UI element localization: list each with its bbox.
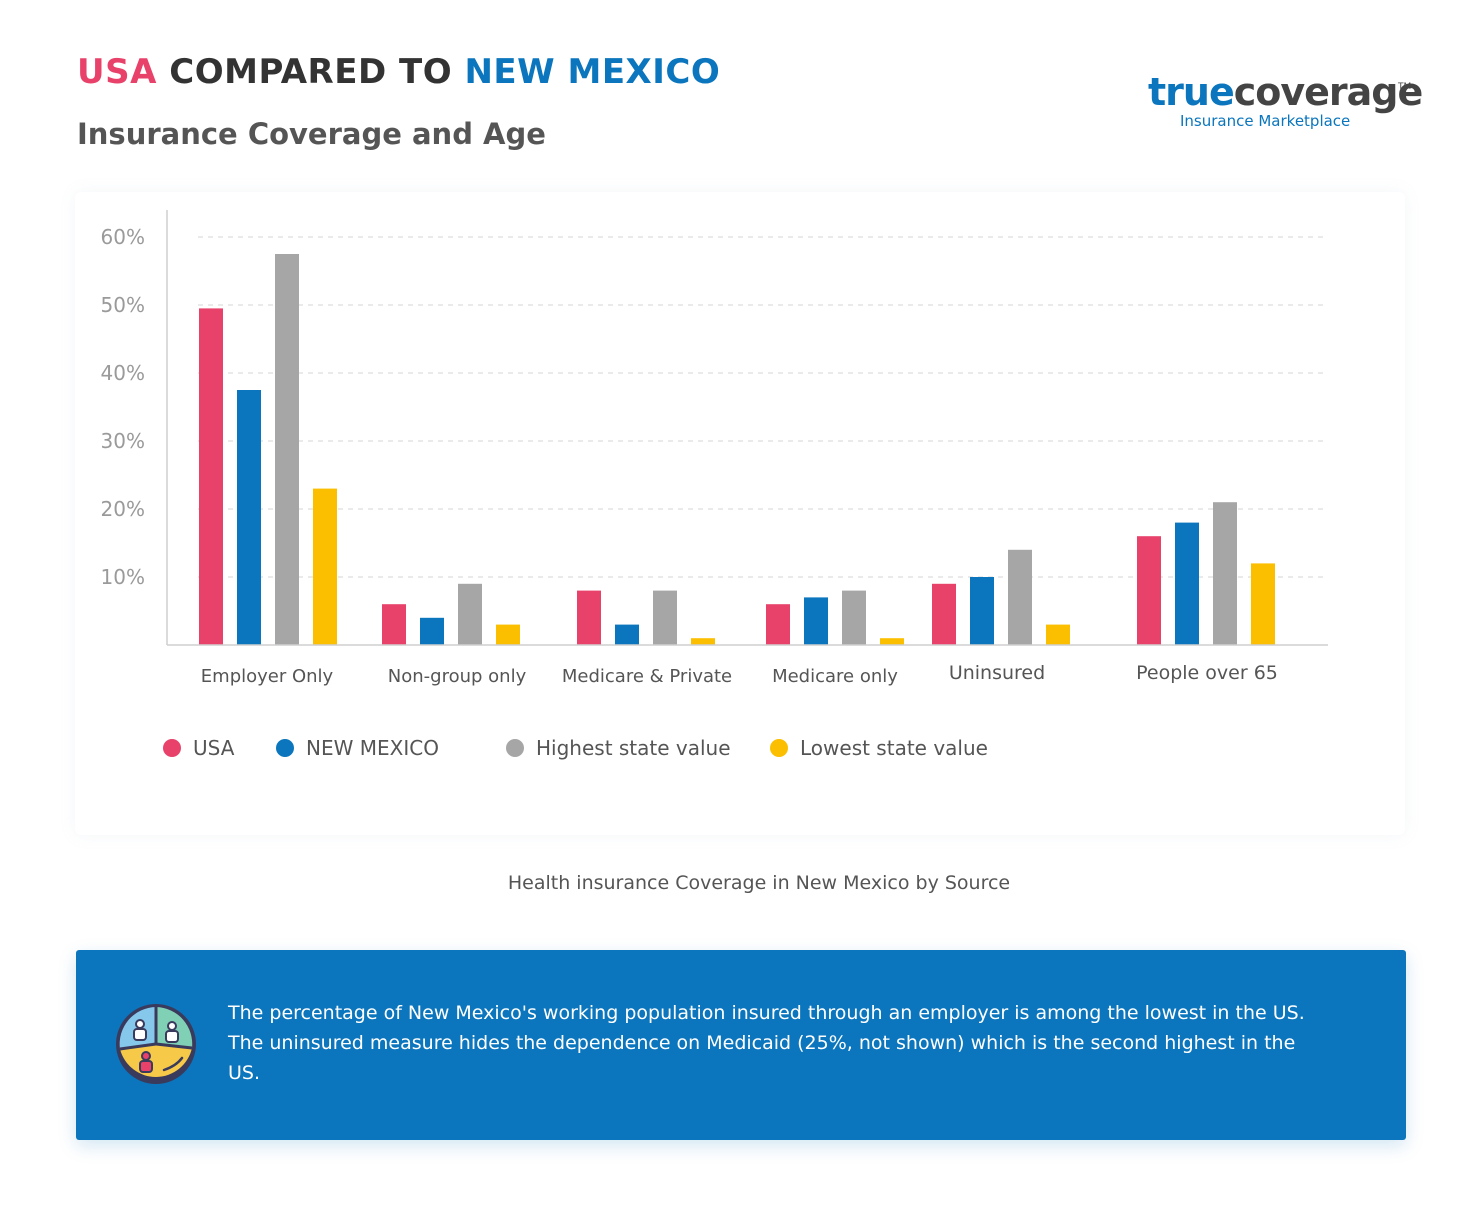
y-tick-label: 50% [101,293,145,317]
y-tick-label: 40% [101,361,145,385]
bar-lowest-state-value [1046,624,1070,645]
bar-highest-state-value [653,590,677,645]
bar-lowest-state-value [496,624,520,645]
x-tick-label: Uninsured [949,662,1045,684]
title-compared-to: COMPARED TO [156,52,465,92]
population-pie-icon [116,1004,196,1084]
axes [166,210,1328,646]
bar-new-mexico [420,617,444,645]
bar-usa [1137,536,1161,645]
y-tick-label: 30% [101,429,145,453]
x-tick-label: People over 65 [1136,662,1278,684]
legend-label: Lowest state value [800,736,988,760]
x-tick-label: Medicare & Private [562,666,732,687]
y-tick-label: 10% [101,565,145,589]
logo-wordmark: truecoverage [1148,68,1424,116]
bar-lowest-state-value [691,638,715,645]
legend-label: USA [193,736,235,760]
tick-labels: 10% 20% 30% 40% 50% 60% Employer Only Non-group… [101,225,1278,687]
bar-chart: 10% 20% 30% 40% 50% 60% Employer Only Non-group… [101,210,1328,687]
title-new-mexico: NEW MEXICO [464,52,721,92]
bar-usa [766,604,790,645]
bar-usa [577,590,601,645]
bar-new-mexico [237,390,261,645]
page-subtitle: Insurance Coverage and Age [77,117,546,151]
bar-usa [199,308,223,645]
bar-new-mexico [804,597,828,645]
y-tick-label: 60% [101,225,145,249]
info-text: The percentage of New Mexico's working p… [228,1002,1305,1084]
x-tick-label: Medicare only [772,666,898,687]
legend-item: Highest state value [506,733,731,763]
legend-swatch [163,739,181,757]
bar-highest-state-value [1213,502,1237,645]
bar-new-mexico [970,577,994,645]
bar-lowest-state-value [1251,563,1275,645]
y-tick-label: 20% [101,497,145,521]
chart-caption: Health insurance Coverage in New Mexico … [507,872,1011,894]
legend-swatch [770,739,788,757]
bar-highest-state-value [275,254,299,645]
bar-usa [382,604,406,645]
legend-item: USA [163,733,234,763]
x-tick-label: Employer Only [201,666,334,687]
legend-item: Lowest state value [770,733,988,763]
bar-new-mexico [1175,522,1199,645]
legend-label: NEW MEXICO [306,736,439,760]
bar-highest-state-value [842,590,866,645]
bar-lowest-state-value [880,638,904,645]
bar-highest-state-value [1008,549,1032,645]
bar-new-mexico [615,624,639,645]
title-usa: USA [77,52,157,92]
legend-swatch [276,739,294,757]
chart-legend: USA NEW MEXICO Highest state value Lowest s… [163,733,1063,763]
info-box: The percentage of New Mexico's working p… [76,950,1406,1140]
legend-label: Highest state value [536,736,731,760]
logo-tagline: Insurance Marketplace [1180,112,1351,130]
bars [199,254,1275,645]
page-title: USA COMPARED TO NEW MEXICO [77,50,720,94]
legend-swatch [506,739,524,757]
x-tick-label: Non-group only [388,666,527,687]
truecoverage-logo: truecoverage TM Insurance Marketplace [1148,68,1423,134]
bar-usa [932,583,956,645]
logo-word-coverage: coverage [1233,70,1424,114]
bar-highest-state-value [458,583,482,645]
legend-item: NEW MEXICO [276,733,439,763]
bar-lowest-state-value [313,488,337,645]
grid-lines [198,236,1328,578]
logo-trademark: TM [1398,82,1412,92]
logo-word-true: true [1148,70,1235,114]
